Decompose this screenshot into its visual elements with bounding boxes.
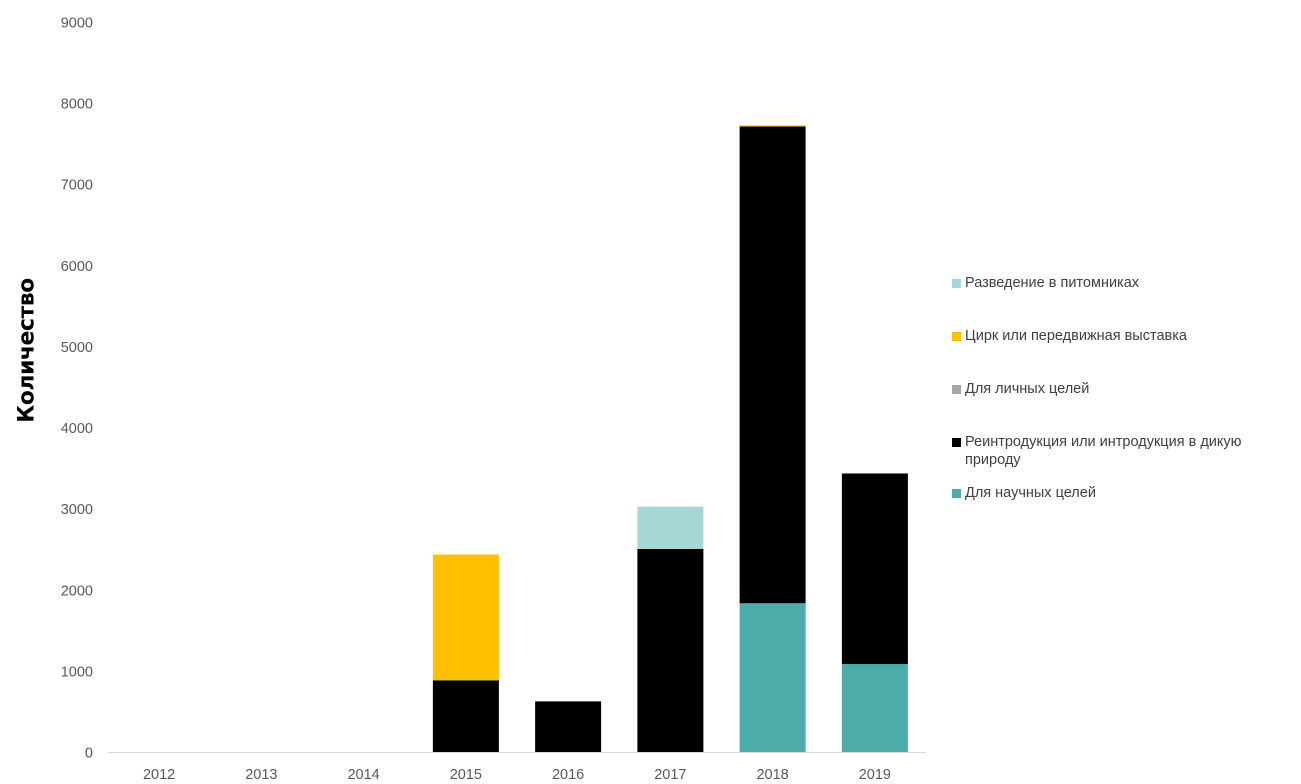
legend-label: Цирк или передвижная выставка [965, 328, 1187, 344]
bar-segment [739, 125, 806, 127]
x-tick-label: 2012 [143, 767, 175, 783]
x-tick-label: 2014 [347, 767, 379, 783]
legend-label: Реинтродукция или интродукция в дикую пр… [965, 434, 1242, 468]
y-tick-label: 4000 [61, 421, 93, 437]
bar-segment [637, 548, 704, 753]
bar-segment [739, 126, 806, 604]
legend-item: Цирк или передвижная выставка [952, 327, 1297, 345]
y-tick-label: 3000 [61, 502, 93, 518]
bar-segment [637, 506, 704, 549]
x-axis-ticks: 2012 2013 2014 2015 2016 2017 2018 2019 [143, 767, 891, 783]
bar-segment [432, 554, 499, 681]
x-tick-label: 2016 [552, 767, 584, 783]
bar-segment [739, 603, 806, 753]
bar-segment [535, 701, 602, 753]
legend-swatch [952, 279, 961, 288]
legend-item: Реинтродукция или интродукция в дикую пр… [952, 433, 1297, 469]
x-tick-label: 2019 [859, 767, 891, 783]
x-tick-label: 2018 [756, 767, 788, 783]
y-tick-label: 8000 [61, 97, 93, 113]
x-tick-label: 2015 [450, 767, 482, 783]
legend-swatch [952, 332, 961, 341]
legend-label: Для научных целей [965, 485, 1096, 501]
legend-label: Разведение в питомниках [965, 275, 1140, 291]
y-tick-label: 0 [85, 746, 93, 762]
y-tick-label: 9000 [61, 16, 93, 32]
bar-segment [841, 473, 908, 665]
legend-item: Разведение в питомниках [952, 274, 1297, 292]
legend-swatch [952, 385, 961, 394]
legend-item: Для научных целей [952, 484, 1297, 502]
y-tick-label: 7000 [61, 178, 93, 194]
legend-swatch [952, 489, 961, 498]
bar-segment [841, 664, 908, 753]
x-tick-label: 2017 [654, 767, 686, 783]
legend-swatch [952, 438, 961, 447]
y-axis-ticks: 0 1000 2000 3000 4000 5000 6000 7000 8000 9000 [61, 16, 93, 762]
y-tick-label: 2000 [61, 583, 93, 599]
y-tick-label: 1000 [61, 664, 93, 680]
y-tick-label: 6000 [61, 259, 93, 275]
legend-item: Для личных целей [952, 380, 1297, 398]
bar-segment [432, 680, 499, 753]
x-tick-label: 2013 [245, 767, 277, 783]
legend-label: Для личных целей [965, 381, 1090, 397]
y-axis-title: Количество [9, 240, 45, 460]
y-tick-label: 5000 [61, 340, 93, 356]
bars [432, 125, 908, 753]
y-axis-title-text: Количество [14, 277, 40, 423]
